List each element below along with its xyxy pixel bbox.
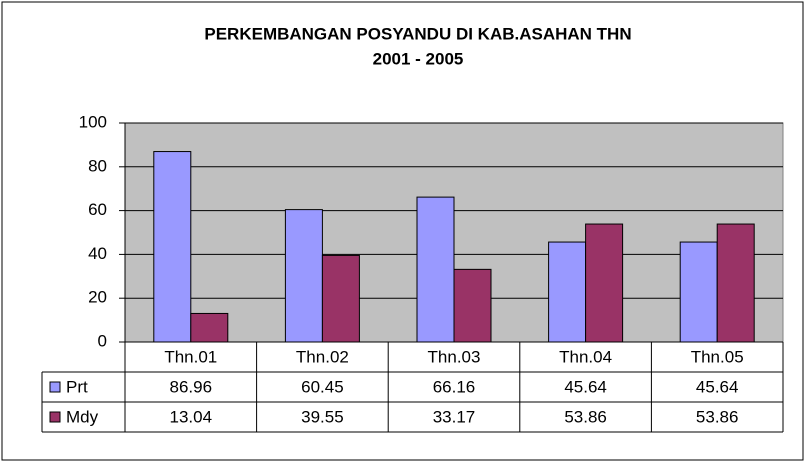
legend-label: Prt <box>66 377 88 396</box>
legend-swatch <box>49 381 61 393</box>
table-value: 60.45 <box>301 377 344 396</box>
table-value: 53.86 <box>564 407 607 426</box>
table-value: 13.04 <box>170 407 213 426</box>
bar <box>153 151 192 343</box>
y-tick-label: 0 <box>98 331 107 350</box>
table-value: 45.64 <box>564 377 607 396</box>
y-tick-label: 100 <box>79 112 107 131</box>
x-tick-label: Thn.05 <box>691 347 744 366</box>
y-tick-label: 20 <box>88 288 107 307</box>
bar <box>416 196 455 343</box>
y-tick-label: 40 <box>88 244 107 263</box>
bar <box>548 241 587 343</box>
x-tick-label: Thn.02 <box>296 347 349 366</box>
table-value: 39.55 <box>301 407 344 426</box>
y-tick-label: 60 <box>88 200 107 219</box>
x-tick-label: Thn.03 <box>428 347 481 366</box>
legend-label: Mdy <box>66 407 99 426</box>
bar <box>321 254 360 343</box>
table-value: 66.16 <box>433 377 476 396</box>
bar <box>585 223 624 343</box>
bar <box>453 268 492 343</box>
bar <box>190 312 229 343</box>
bar <box>716 223 755 343</box>
y-tick-label: 80 <box>88 156 107 175</box>
x-tick-label: Thn.01 <box>164 347 217 366</box>
chart-title: 2001 - 2005 <box>373 49 464 68</box>
table-value: 86.96 <box>170 377 213 396</box>
legend-swatch <box>49 411 61 423</box>
chart-title: PERKEMBANGAN POSYANDU DI KAB.ASAHAN THN <box>204 24 631 43</box>
table-value: 53.86 <box>696 407 739 426</box>
bar <box>679 241 718 343</box>
bar <box>284 209 323 343</box>
table-value: 45.64 <box>696 377 739 396</box>
x-tick-label: Thn.04 <box>559 347 612 366</box>
table-value: 33.17 <box>433 407 476 426</box>
